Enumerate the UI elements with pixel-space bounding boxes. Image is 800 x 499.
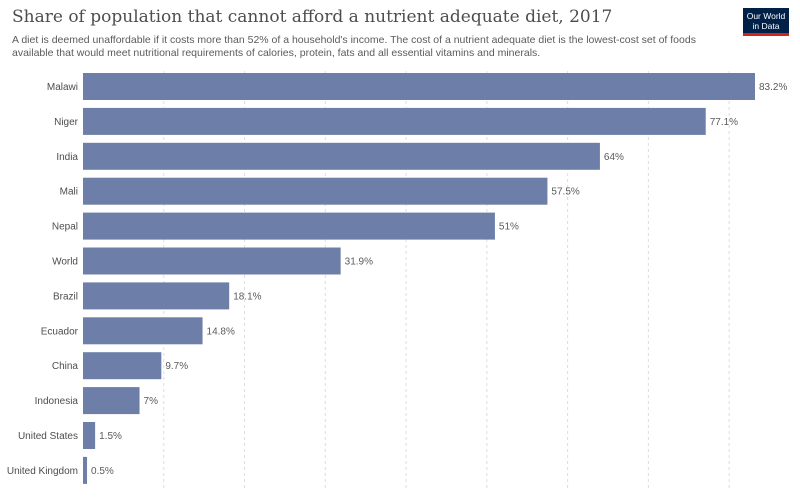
bar-niger[interactable] xyxy=(83,107,706,135)
owid-logo[interactable]: Our World in Data xyxy=(743,8,789,36)
value-label: 64% xyxy=(604,152,624,163)
category-label: Nepal xyxy=(52,222,78,233)
logo-line-2: in Data xyxy=(752,20,780,31)
value-label: 9.7% xyxy=(165,361,188,372)
value-label: 18.1% xyxy=(233,291,261,302)
value-label: 7% xyxy=(144,396,159,407)
bar-nepal[interactable] xyxy=(83,212,495,240)
logo-line-1: Our World xyxy=(746,11,786,21)
category-label: United States xyxy=(18,431,78,442)
bar-malawi[interactable] xyxy=(83,73,755,100)
value-label: 51% xyxy=(499,222,519,233)
bar-indonesia[interactable] xyxy=(83,387,140,415)
bar-brazil[interactable] xyxy=(83,282,230,310)
value-label: 77.1% xyxy=(710,117,738,128)
category-label: Niger xyxy=(54,117,79,128)
value-label: 0.5% xyxy=(91,466,114,477)
value-label: 14.8% xyxy=(207,326,235,337)
value-label: 83.2% xyxy=(759,82,787,93)
category-label: China xyxy=(52,361,79,372)
category-label: Ecuador xyxy=(41,326,79,337)
category-label: Brazil xyxy=(53,291,78,302)
category-label: World xyxy=(52,257,78,268)
value-label: 31.9% xyxy=(345,257,373,268)
labels: Malawi 83.2% Niger 77.1% India 64% Mali 57.5% Ne… xyxy=(7,82,788,477)
category-label: India xyxy=(56,152,78,163)
bar-mali[interactable] xyxy=(83,177,548,205)
category-label: United Kingdom xyxy=(7,466,78,477)
category-label: Mali xyxy=(60,187,78,198)
bar-united-kingdom[interactable] xyxy=(83,456,88,484)
bar-ecuador[interactable] xyxy=(83,317,203,345)
bar-india[interactable] xyxy=(83,142,600,170)
bar-united-states[interactable] xyxy=(83,422,96,449)
chart-title: Share of population that cannot afford a… xyxy=(12,7,613,27)
bar-china[interactable] xyxy=(83,352,162,380)
value-label: 57.5% xyxy=(551,187,579,198)
category-label: Malawi xyxy=(47,82,78,93)
chart-subtitle: A diet is deemed unaffordable if it cost… xyxy=(12,34,696,59)
bar-world[interactable] xyxy=(83,247,341,275)
value-label: 1.5% xyxy=(99,431,122,442)
category-label: Indonesia xyxy=(35,396,79,407)
bars xyxy=(83,73,755,484)
